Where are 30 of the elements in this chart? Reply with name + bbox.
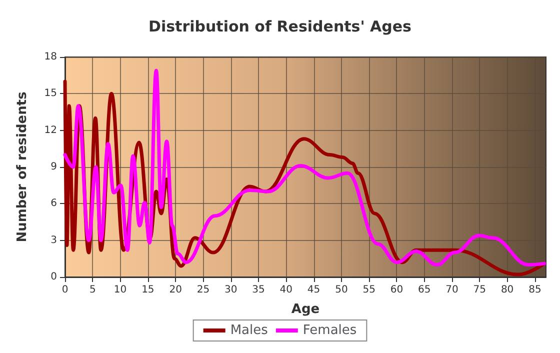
x-tick-label: 0 (62, 284, 68, 296)
x-tick-label: 15 (142, 284, 154, 296)
x-tick-label: 10 (114, 284, 127, 296)
x-tick-label: 25 (196, 284, 210, 296)
legend-label: Males (230, 323, 268, 338)
y-tick-label: 12 (44, 124, 57, 136)
x-tick-label: 35 (252, 284, 265, 296)
x-tick-label: 20 (169, 284, 182, 296)
x-tick-label: 70 (446, 284, 458, 296)
x-tick-label: 30 (224, 284, 238, 296)
x-tick-label: 45 (307, 284, 320, 296)
x-tick-label: 60 (390, 284, 404, 296)
x-tick-label: 80 (500, 284, 514, 296)
x-axis-title: Age (291, 302, 320, 317)
x-tick-label: 40 (280, 284, 293, 296)
x-tick-label: 55 (362, 284, 376, 296)
chart-title: Distribution of Residents' Ages (148, 18, 412, 36)
y-axis-title: Number of residents (15, 91, 30, 242)
x-tick-label: 5 (89, 284, 96, 296)
y-tick-label: 18 (44, 52, 57, 62)
x-tick-label: 50 (335, 284, 348, 296)
y-tick-label: 0 (50, 272, 57, 282)
legend-label: Females (302, 323, 357, 338)
y-tick-label: 9 (50, 162, 57, 172)
y-tick-label: 3 (50, 234, 57, 246)
x-tick-label: 85 (528, 284, 542, 296)
x-tick-label: 75 (473, 284, 486, 296)
x-tick-label: 65 (418, 284, 431, 296)
y-tick-label: 15 (44, 88, 57, 100)
y-tick-label: 6 (50, 198, 57, 210)
